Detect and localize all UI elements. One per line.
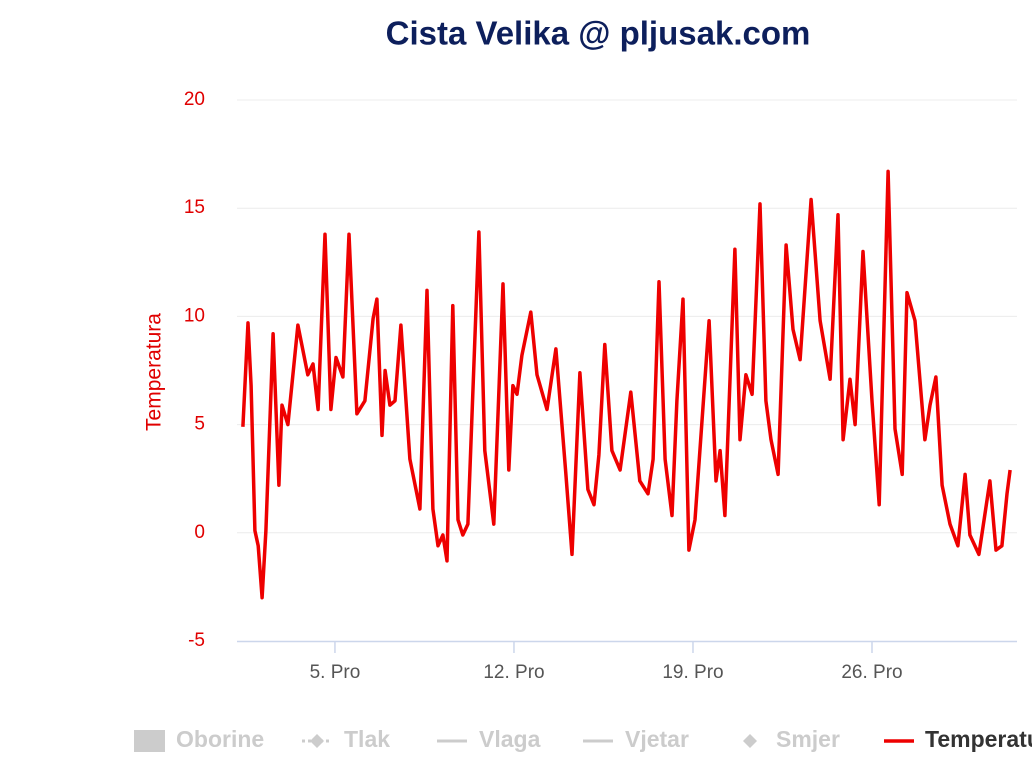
x-tick-label: 19. Pro: [662, 662, 723, 683]
y-tick-label: 5: [194, 414, 205, 435]
x-tick-label: 5. Pro: [310, 662, 361, 683]
y-tick-label: 10: [184, 305, 205, 326]
legend-symbol: [743, 734, 757, 748]
temperature-line: [241, 169, 1012, 600]
y-tick-label: 20: [184, 89, 205, 110]
y-tick-label: 0: [194, 522, 205, 543]
y-axis-title: Temperatura: [143, 313, 166, 431]
x-tick-label: 26. Pro: [841, 662, 902, 683]
legend-label: Oborine: [176, 726, 264, 752]
legend-symbol: [134, 730, 165, 752]
y-tick-label: 15: [184, 197, 205, 218]
y-tick-label: -5: [188, 630, 205, 651]
legend-label: Vjetar: [625, 726, 689, 752]
legend-symbol: [310, 734, 324, 748]
legend-label: Vlaga: [479, 726, 541, 752]
legend-label: Tlak: [344, 726, 390, 752]
x-tick-label: 12. Pro: [483, 662, 544, 683]
chart-title: Cista Velika @ pljusak.com: [386, 15, 811, 52]
legend-label: Temperatura: [925, 726, 1032, 752]
legend-label: Smjer: [776, 726, 840, 752]
